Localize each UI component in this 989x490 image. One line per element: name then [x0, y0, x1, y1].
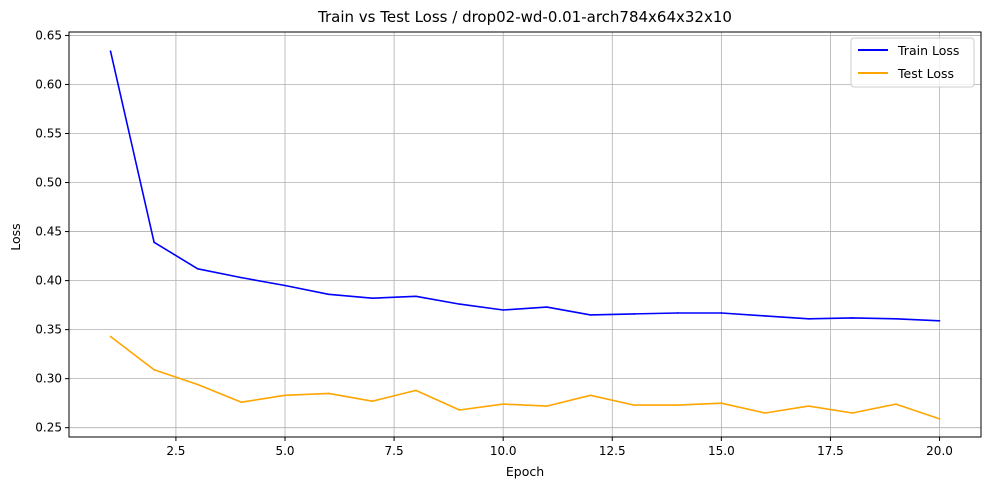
data-point-test-loss — [240, 401, 243, 403]
legend-label-test-loss: Test Loss — [897, 66, 954, 81]
data-point-test-loss — [153, 369, 155, 371]
data-point-test-loss — [284, 394, 286, 397]
data-point-train-loss — [327, 293, 330, 296]
x-tick-label: 20.0 — [926, 444, 953, 458]
data-point-train-loss — [196, 268, 199, 270]
y-tick-label: 0.45 — [35, 225, 62, 239]
data-point-train-loss — [284, 284, 286, 287]
grid — [69, 32, 981, 437]
plot-area-frame — [68, 31, 982, 438]
axis-ticks: 2.5 5.0 7.5 10.0 12.5 15.0 17.5 20.0 0.25 0.30 0.3… — [35, 28, 953, 458]
data-point-train-loss — [720, 312, 723, 314]
y-tick-label: 0.35 — [35, 323, 62, 337]
data-point-test-loss — [589, 394, 592, 397]
x-tick-label: 10.0 — [490, 444, 517, 458]
data-point-test-loss — [720, 402, 723, 404]
data-point-test-loss — [895, 403, 897, 405]
data-point-train-loss — [895, 318, 897, 320]
series-layer — [109, 50, 941, 420]
data-point-train-loss — [676, 312, 679, 314]
data-point-train-loss — [240, 276, 243, 279]
data-point-test-loss — [807, 405, 810, 407]
data-point-test-loss — [764, 412, 766, 414]
x-tick-label: 5.0 — [275, 444, 294, 458]
data-point-train-loss — [851, 317, 854, 319]
data-point-train-loss — [415, 295, 417, 298]
x-tick-label: 15.0 — [708, 444, 735, 458]
x-tick-label: 2.5 — [166, 444, 185, 458]
data-point-train-loss — [938, 319, 941, 322]
data-point-train-loss — [109, 50, 112, 52]
data-point-test-loss — [546, 405, 548, 407]
data-point-test-loss — [676, 404, 679, 406]
data-point-train-loss — [458, 303, 461, 305]
data-point-test-loss — [415, 389, 417, 392]
data-point-test-loss — [851, 412, 854, 414]
data-point-train-loss — [807, 318, 810, 320]
data-point-train-loss — [153, 241, 155, 244]
data-point-test-loss — [371, 400, 374, 403]
data-point-test-loss — [109, 335, 112, 338]
legend: Train Loss Test Loss — [850, 37, 975, 88]
data-point-test-loss — [633, 404, 635, 406]
data-point-test-loss — [938, 418, 941, 420]
series-line-train-loss — [109, 50, 940, 322]
y-tick-label: 0.55 — [35, 126, 62, 140]
legend-label-train-loss: Train Loss — [897, 43, 959, 58]
x-tick-label: 7.5 — [385, 444, 404, 458]
y-tick-label: 0.40 — [35, 274, 62, 288]
data-point-train-loss — [546, 306, 548, 308]
y-tick-label: 0.30 — [35, 372, 62, 386]
series-line-test-loss — [110, 335, 940, 420]
y-tick-label: 0.50 — [35, 176, 62, 190]
data-point-test-loss — [458, 409, 461, 411]
y-tick-label: 0.60 — [35, 77, 62, 91]
data-point-test-loss — [502, 403, 504, 405]
data-point-train-loss — [589, 314, 592, 316]
y-axis-label: Loss — [8, 223, 23, 250]
x-axis-label: Epoch — [506, 464, 544, 479]
data-point-train-loss — [764, 315, 766, 317]
y-tick-label: 0.25 — [35, 421, 62, 435]
y-tick-label: 0.65 — [35, 28, 62, 42]
data-point-train-loss — [502, 309, 504, 311]
x-tick-label: 12.5 — [599, 444, 626, 458]
data-point-train-loss — [633, 313, 635, 315]
chart-title: Train vs Test Loss / drop02-wd-0.01-arch… — [317, 8, 732, 26]
data-point-test-loss — [196, 383, 199, 386]
data-point-test-loss — [327, 392, 330, 395]
x-tick-label: 17.5 — [817, 444, 844, 458]
data-point-train-loss — [371, 297, 374, 300]
